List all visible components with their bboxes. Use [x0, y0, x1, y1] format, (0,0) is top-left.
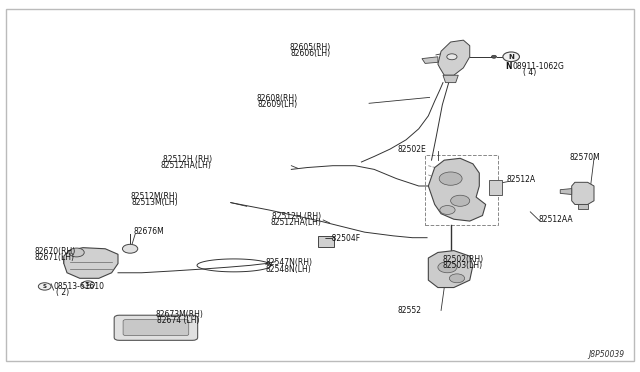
Text: —82504F: —82504F — [325, 234, 361, 243]
Text: N: N — [505, 61, 511, 71]
Text: 82673M(RH): 82673M(RH) — [156, 310, 204, 319]
Text: S: S — [43, 284, 47, 289]
Text: N: N — [508, 54, 514, 60]
Circle shape — [439, 172, 462, 185]
Text: 82606(LH): 82606(LH) — [291, 49, 331, 58]
Text: 82671(LH): 82671(LH) — [35, 253, 74, 263]
Text: 82502(RH): 82502(RH) — [443, 254, 484, 264]
FancyBboxPatch shape — [114, 315, 198, 340]
Text: 82512M(RH): 82512M(RH) — [131, 192, 179, 201]
Polygon shape — [489, 180, 502, 195]
Polygon shape — [438, 40, 470, 75]
Polygon shape — [578, 205, 588, 209]
Bar — [318, 236, 334, 247]
Text: J8P50039: J8P50039 — [588, 350, 625, 359]
Polygon shape — [572, 182, 594, 205]
Text: 82670(RH): 82670(RH) — [35, 247, 76, 256]
Circle shape — [503, 52, 520, 62]
Text: 08513-61610: 08513-61610 — [54, 282, 105, 291]
FancyBboxPatch shape — [123, 320, 189, 336]
Text: S: S — [86, 282, 90, 287]
Text: ( 4): ( 4) — [523, 68, 536, 77]
Text: 82513M(LH): 82513M(LH) — [132, 198, 179, 207]
Polygon shape — [422, 57, 438, 63]
Text: 82512H (RH): 82512H (RH) — [272, 212, 321, 221]
Circle shape — [82, 281, 95, 288]
Circle shape — [447, 54, 457, 60]
Circle shape — [449, 274, 465, 283]
Circle shape — [438, 262, 457, 273]
Text: 82548N(LH): 82548N(LH) — [266, 264, 312, 273]
Text: 82512H (RH): 82512H (RH) — [163, 155, 212, 164]
Text: 82570M: 82570M — [570, 153, 600, 162]
Polygon shape — [428, 158, 486, 221]
Circle shape — [69, 248, 84, 257]
Polygon shape — [560, 189, 572, 195]
Text: 82609(LH): 82609(LH) — [257, 100, 298, 109]
Text: 82676M: 82676M — [134, 227, 164, 235]
Circle shape — [122, 244, 138, 253]
Text: 82512AA: 82512AA — [539, 215, 573, 224]
Circle shape — [38, 283, 51, 290]
Polygon shape — [443, 75, 458, 83]
Circle shape — [451, 195, 470, 206]
Text: 82512HA(LH): 82512HA(LH) — [161, 161, 212, 170]
Text: 82605(RH): 82605(RH) — [289, 43, 331, 52]
Bar — [425, 155, 499, 225]
Circle shape — [440, 206, 455, 214]
Text: 82552: 82552 — [397, 306, 422, 315]
Circle shape — [492, 55, 497, 58]
Text: 82512HA(LH): 82512HA(LH) — [270, 218, 321, 227]
Polygon shape — [64, 248, 118, 278]
Polygon shape — [428, 251, 473, 288]
Text: 82512A: 82512A — [506, 175, 535, 184]
Text: 82547N(RH): 82547N(RH) — [266, 258, 313, 267]
Text: 82503(LH): 82503(LH) — [443, 261, 483, 270]
Text: ( 2): ( 2) — [56, 288, 68, 297]
Text: 82608(RH): 82608(RH) — [257, 94, 298, 103]
Text: 82502E: 82502E — [397, 145, 426, 154]
Text: 82674 (LH): 82674 (LH) — [157, 316, 200, 325]
Text: 08911-1062G: 08911-1062G — [513, 61, 564, 71]
